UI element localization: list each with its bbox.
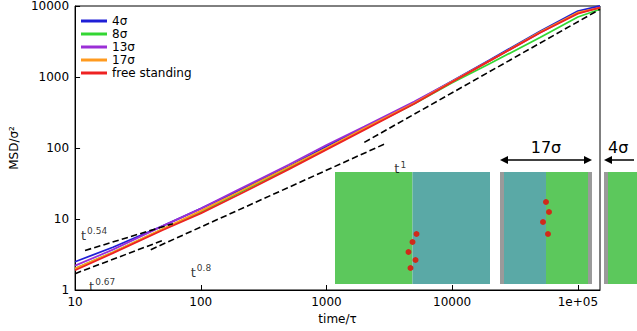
svg-text:4σ: 4σ [608,138,628,157]
svg-text:17σ: 17σ [112,53,135,67]
svg-text:100: 100 [46,141,69,155]
svg-text:10000: 10000 [433,295,471,309]
svg-text:1e+05: 1e+05 [558,295,598,309]
svg-text:t: t [191,265,196,280]
svg-text:100: 100 [189,295,212,309]
svg-text:MSD/σ²: MSD/σ² [7,126,21,170]
svg-text:t: t [394,161,399,176]
svg-text:time/τ: time/τ [318,312,356,326]
svg-text:1000: 1000 [311,295,342,309]
svg-text:1: 1 [400,160,406,170]
svg-text:10: 10 [54,212,69,226]
svg-text:10000: 10000 [31,0,69,13]
svg-text:10: 10 [67,295,82,309]
svg-text:13σ: 13σ [112,40,135,54]
svg-text:t: t [81,228,86,243]
svg-text:t: t [89,279,94,294]
svg-text:1000: 1000 [39,70,70,84]
svg-text:0.54: 0.54 [87,226,107,236]
svg-text:8σ: 8σ [112,27,128,41]
svg-text:0.8: 0.8 [197,263,212,273]
svg-text:4σ: 4σ [112,14,128,28]
svg-text:free standing: free standing [112,66,192,80]
svg-text:1: 1 [61,283,70,297]
svg-text:17σ: 17σ [531,138,562,157]
svg-text:0.67: 0.67 [95,277,115,287]
